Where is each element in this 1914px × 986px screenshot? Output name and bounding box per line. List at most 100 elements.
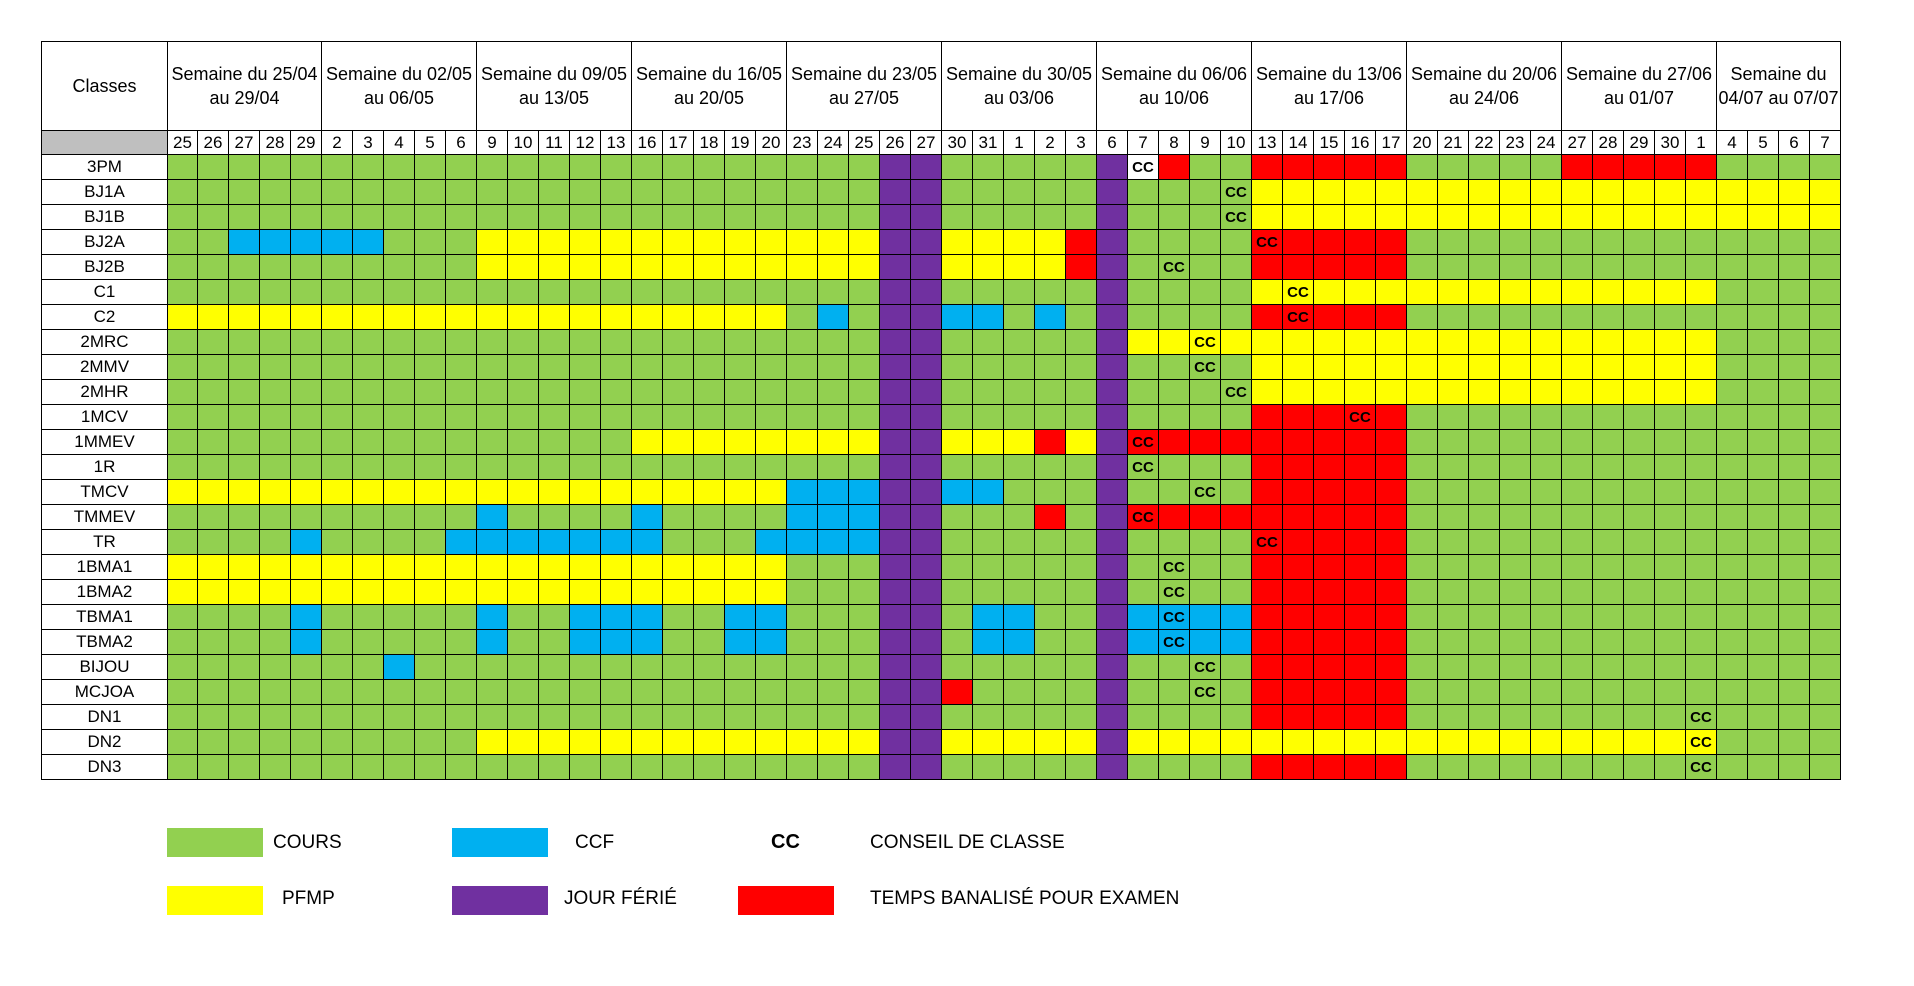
- schedule-cell: [1313, 729, 1345, 755]
- schedule-cell: [631, 304, 663, 330]
- schedule-cell: [507, 579, 539, 605]
- schedule-cell: [445, 304, 477, 330]
- schedule-cell: [631, 204, 663, 230]
- schedule-cell: [1561, 604, 1593, 630]
- schedule-cell: [910, 304, 942, 330]
- schedule-cell: [1747, 604, 1779, 630]
- schedule-cell: [879, 279, 911, 305]
- schedule-cell: [972, 154, 1004, 180]
- schedule-cell: [167, 254, 198, 280]
- class-row: 1R CC: [41, 454, 1841, 480]
- schedule-cell: [1034, 679, 1066, 705]
- schedule-cell: [1251, 479, 1283, 505]
- schedule-cell: [1592, 204, 1624, 230]
- schedule-cell: [1158, 454, 1190, 480]
- schedule-cell: [941, 554, 973, 580]
- day-number: 13: [1251, 130, 1283, 155]
- week-header: Semaine du 09/05 au 13/05: [476, 41, 632, 131]
- schedule-cell: [352, 404, 384, 430]
- schedule-cell: [1561, 279, 1593, 305]
- schedule-cell: [600, 754, 632, 780]
- schedule-cell: [1065, 304, 1097, 330]
- schedule-cell: [476, 179, 508, 205]
- schedule-cell: [662, 204, 694, 230]
- schedule-cell: [1220, 304, 1252, 330]
- schedule-cell: [1375, 479, 1407, 505]
- schedule-cell: [290, 479, 322, 505]
- day-number: 9: [1189, 130, 1221, 155]
- schedule-cell: [879, 754, 911, 780]
- class-name: 3PM: [41, 154, 168, 180]
- schedule-cell: [1530, 354, 1562, 380]
- schedule-cell: [228, 279, 260, 305]
- schedule-cell: [414, 579, 446, 605]
- schedule-cell: [1499, 254, 1531, 280]
- schedule-cell: CC: [1189, 654, 1221, 680]
- schedule-cell: [662, 504, 694, 530]
- schedule-cell: [1189, 154, 1221, 180]
- schedule-cell: [414, 454, 446, 480]
- schedule-cell: [1809, 604, 1841, 630]
- schedule-cell: [321, 229, 353, 255]
- schedule-cell: [786, 479, 818, 505]
- schedule-cell: [507, 704, 539, 730]
- class-name: BIJOU: [41, 654, 168, 680]
- schedule-cell: [1034, 429, 1066, 455]
- schedule-cell: [352, 454, 384, 480]
- schedule-cell: [228, 754, 260, 780]
- class-name: BJ1B: [41, 204, 168, 230]
- schedule-cell: [1344, 554, 1376, 580]
- schedule-cell: [941, 529, 973, 555]
- schedule-cell: [1778, 229, 1810, 255]
- schedule-cell: [879, 604, 911, 630]
- schedule-cell: [910, 354, 942, 380]
- schedule-cell: [693, 404, 725, 430]
- schedule-cell: [724, 654, 756, 680]
- schedule-cell: [724, 704, 756, 730]
- schedule-cell: [1592, 679, 1624, 705]
- schedule-cell: [600, 229, 632, 255]
- schedule-cell: [1158, 329, 1190, 355]
- schedule-cell: [1313, 154, 1345, 180]
- schedule-cell: [1747, 454, 1779, 480]
- schedule-cell: [1778, 554, 1810, 580]
- schedule-cell: [1189, 579, 1221, 605]
- schedule-cell: [724, 304, 756, 330]
- schedule-cell: [167, 354, 198, 380]
- schedule-cell: [1561, 304, 1593, 330]
- schedule-cell: [538, 429, 570, 455]
- schedule-cell: [1096, 179, 1128, 205]
- schedule-cell: [693, 754, 725, 780]
- schedule-cell: [1747, 354, 1779, 380]
- schedule-cell: [445, 579, 477, 605]
- schedule-cell: [1344, 654, 1376, 680]
- schedule-cell: [1096, 654, 1128, 680]
- schedule-cell: [1809, 354, 1841, 380]
- schedule-cell: [631, 679, 663, 705]
- schedule-cell: [1809, 479, 1841, 505]
- schedule-cell: [414, 679, 446, 705]
- schedule-cell: [693, 529, 725, 555]
- schedule-cell: [1654, 554, 1686, 580]
- schedule-cell: [910, 654, 942, 680]
- schedule-cell: [445, 604, 477, 630]
- schedule-cell: [1437, 729, 1469, 755]
- schedule-cell: [352, 354, 384, 380]
- day-number: 3: [352, 130, 384, 155]
- schedule-cell: [1592, 504, 1624, 530]
- schedule-cell: [693, 354, 725, 380]
- schedule-cell: [476, 379, 508, 405]
- schedule-cell: [569, 454, 601, 480]
- schedule-cell: [879, 654, 911, 680]
- schedule-cell: [321, 404, 353, 430]
- schedule-cell: [1716, 604, 1748, 630]
- schedule-cell: [290, 379, 322, 405]
- schedule-cell: [910, 754, 942, 780]
- schedule-cell: [1592, 254, 1624, 280]
- schedule-cell: [1251, 679, 1283, 705]
- schedule-cell: [1778, 479, 1810, 505]
- schedule-cell: [1530, 579, 1562, 605]
- schedule-cell: [662, 379, 694, 405]
- schedule-cell: [1406, 529, 1438, 555]
- schedule-cell: [1623, 604, 1655, 630]
